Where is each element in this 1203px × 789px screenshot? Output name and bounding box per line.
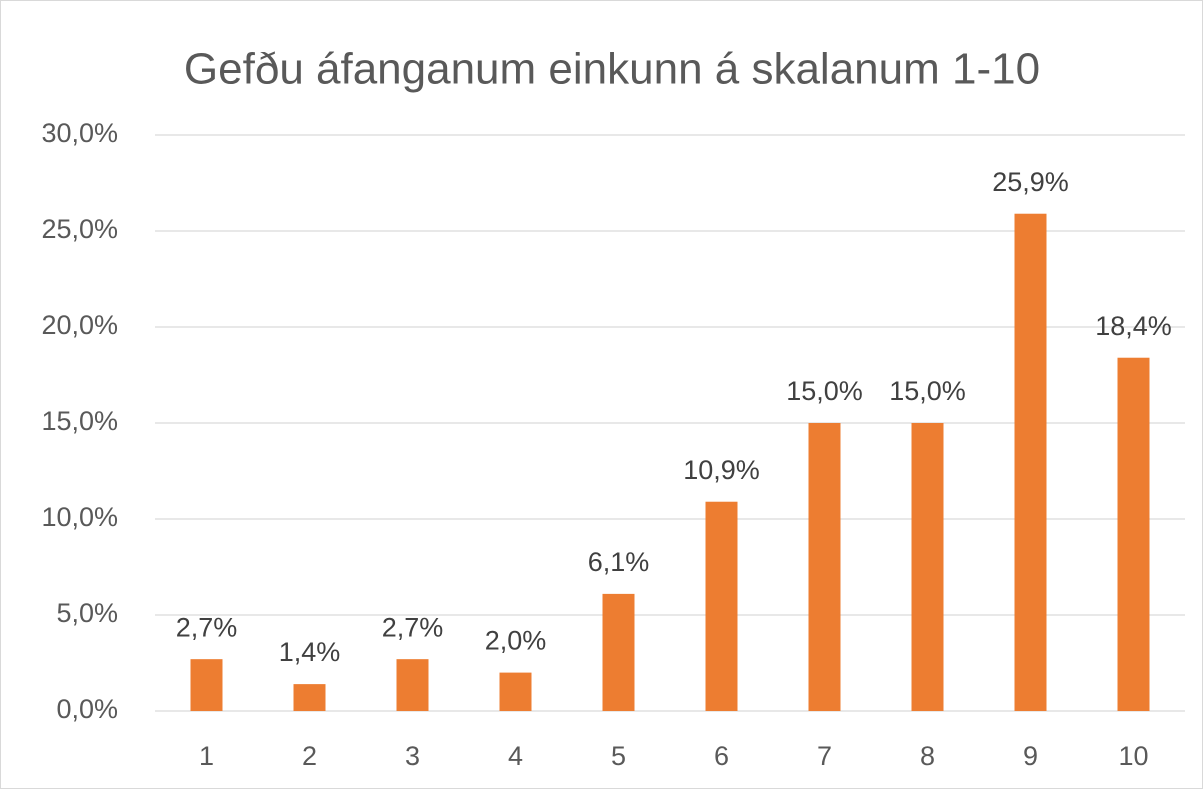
data-label: 18,4% xyxy=(1095,311,1172,341)
y-tick-label: 25,0% xyxy=(41,214,118,244)
bar xyxy=(190,659,223,711)
bar xyxy=(293,684,326,711)
bar xyxy=(499,672,532,711)
x-tick-label: 1 xyxy=(199,741,214,771)
x-tick-label: 2 xyxy=(302,741,317,771)
y-tick-label: 20,0% xyxy=(41,310,118,340)
y-tick-label: 5,0% xyxy=(56,598,118,628)
x-tick-label: 8 xyxy=(920,741,935,771)
bar xyxy=(808,423,841,711)
data-label: 15,0% xyxy=(786,376,863,406)
bar xyxy=(1117,357,1150,711)
y-tick-label: 10,0% xyxy=(41,502,118,532)
x-tick-label: 7 xyxy=(817,741,832,771)
x-tick-label: 4 xyxy=(508,741,523,771)
x-tick-label: 10 xyxy=(1118,741,1148,771)
bar xyxy=(705,501,738,711)
bar xyxy=(1014,213,1047,711)
bar xyxy=(602,593,635,711)
data-label: 2,7% xyxy=(382,612,444,642)
bar xyxy=(911,423,944,711)
x-tick-label: 6 xyxy=(714,741,729,771)
x-tick-label: 3 xyxy=(405,741,420,771)
data-label: 10,9% xyxy=(683,455,760,485)
data-label: 2,7% xyxy=(176,612,238,642)
data-label: 25,9% xyxy=(992,167,1069,197)
y-tick-label: 30,0% xyxy=(41,118,118,148)
data-label: 2,0% xyxy=(485,626,547,656)
data-label: 1,4% xyxy=(279,637,341,667)
data-label: 6,1% xyxy=(588,547,650,577)
data-label: 15,0% xyxy=(889,376,966,406)
y-tick-label: 0,0% xyxy=(56,694,118,724)
x-tick-label: 9 xyxy=(1023,741,1038,771)
bar xyxy=(396,659,429,711)
chart-title: Gefðu áfanganum einkunn á skalanum 1-10 xyxy=(184,45,1040,94)
y-tick-label: 15,0% xyxy=(41,406,118,436)
x-tick-label: 5 xyxy=(611,741,626,771)
